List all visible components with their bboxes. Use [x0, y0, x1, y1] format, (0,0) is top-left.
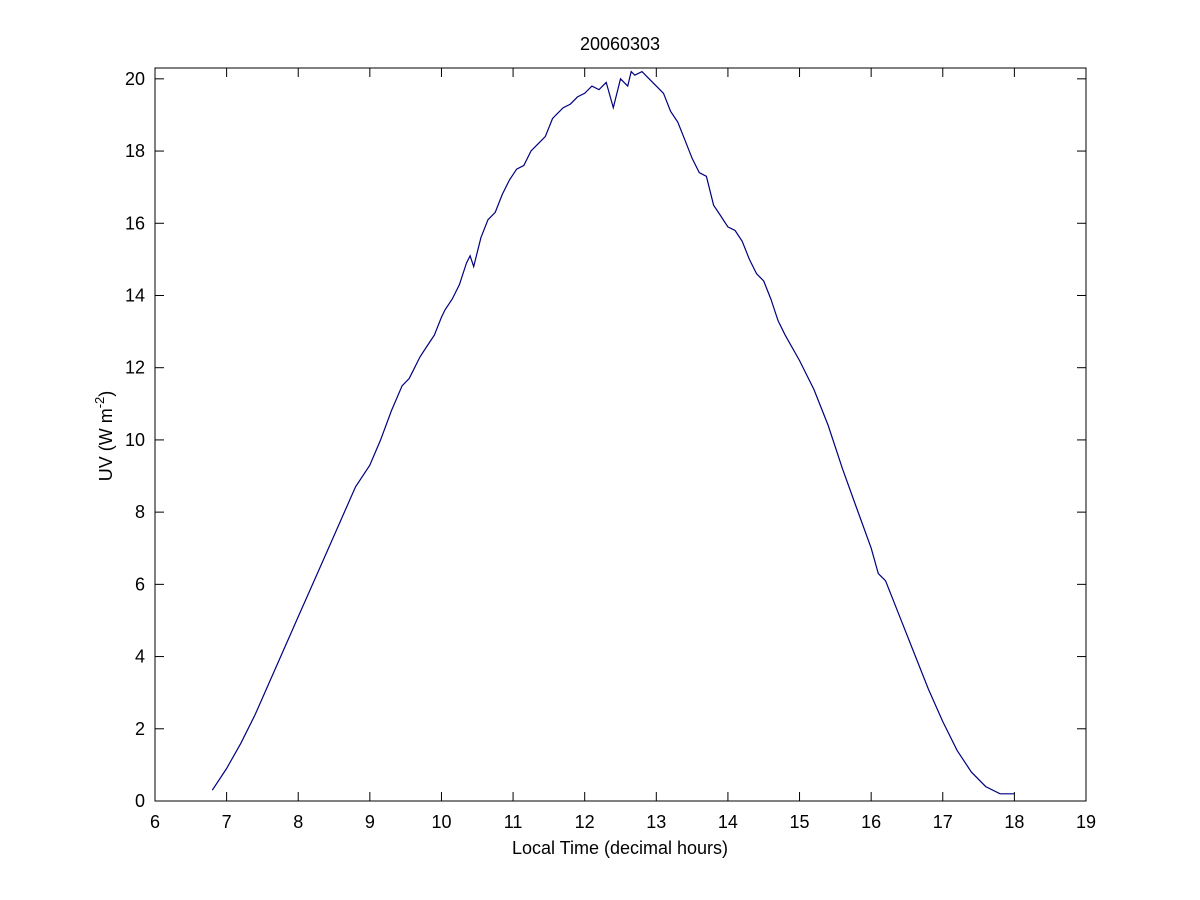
y-tick-label: 18 — [125, 141, 145, 161]
x-axis-title: Local Time (decimal hours) — [512, 838, 728, 858]
y-tick-label: 6 — [135, 574, 145, 594]
y-tick-label: 14 — [125, 285, 145, 305]
x-tick-label: 10 — [431, 812, 451, 832]
y-axis-title-close: ) — [96, 391, 116, 397]
chart-title: 20060303 — [580, 34, 660, 54]
y-tick-label: 10 — [125, 430, 145, 450]
y-tick-label: 16 — [125, 213, 145, 233]
y-tick-label: 2 — [135, 719, 145, 739]
x-tick-label: 12 — [575, 812, 595, 832]
x-tick-label: 8 — [293, 812, 303, 832]
y-axis-title-main: UV (W m — [96, 408, 116, 481]
x-tick-label: 19 — [1076, 812, 1096, 832]
uv-series-line — [211, 70, 1015, 795]
x-tick-label: 16 — [861, 812, 881, 832]
x-tick-label: 17 — [933, 812, 953, 832]
y-tick-label: 12 — [125, 358, 145, 378]
plot-frame — [154, 67, 1087, 802]
x-tick-label: 15 — [790, 812, 810, 832]
x-tick-label: 11 — [504, 812, 523, 832]
x-tick-label: 7 — [222, 812, 232, 832]
x-tick-label: 9 — [365, 812, 375, 832]
y-axis-title: UV (W m-2) — [92, 391, 116, 482]
x-tick-label: 6 — [150, 812, 160, 832]
x-tick-label: 18 — [1004, 812, 1024, 832]
y-tick-label: 20 — [125, 69, 145, 89]
x-tick-label: 13 — [646, 812, 666, 832]
y-tick-label: 0 — [135, 791, 145, 811]
y-tick-label: 8 — [135, 502, 145, 522]
y-tick-label: 4 — [135, 647, 145, 667]
x-tick-label: 14 — [718, 812, 738, 832]
x-axis: 6 7 8 9 10 11 12 13 14 15 16 17 18 19 — [150, 68, 1096, 832]
y-axis-title-exponent: -2 — [92, 397, 107, 409]
y-axis: 0 2 4 6 8 10 12 14 16 18 20 — [125, 69, 1086, 811]
